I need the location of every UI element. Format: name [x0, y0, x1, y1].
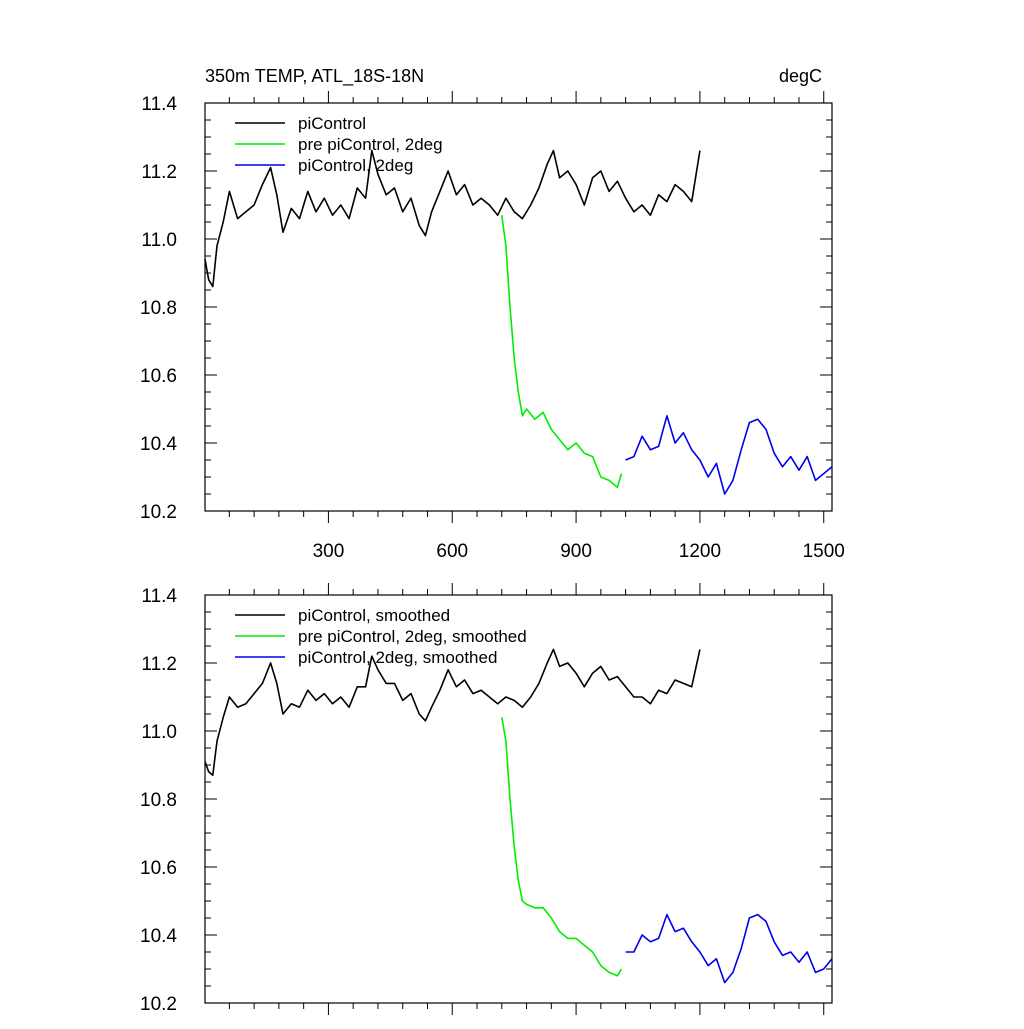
y-tick-label: 11.2 [141, 162, 177, 183]
legend-label-2: pre piControl, 2deg, smoothed [298, 627, 527, 646]
series-line-1 [204, 648, 701, 776]
y-tick-label: 10.4 [140, 926, 177, 947]
y-tick-label: 10.6 [140, 366, 177, 387]
series-line-3 [625, 913, 833, 984]
y-tick-label: 10.8 [140, 298, 177, 319]
legend-label-3: piControl, 2deg [298, 156, 413, 175]
x-tick-label: 1200 [679, 541, 721, 562]
y-tick-label: 11.4 [141, 586, 177, 607]
legend-label-2: pre piControl, 2deg [298, 135, 443, 154]
legend-label-1: piControl, smoothed [298, 606, 450, 625]
x-tick-label: 300 [313, 541, 345, 562]
y-tick-label: 10.4 [140, 434, 177, 455]
x-tick-label: 900 [560, 541, 592, 562]
plot-panel-1: piControl pre piControl, 2deg piControl, 2… [140, 91, 845, 562]
y-tick-label: 10.2 [140, 994, 177, 1015]
units-label: degC [779, 66, 822, 86]
series-line-2 [501, 215, 623, 488]
y-tick-label: 11.0 [141, 230, 177, 251]
series-line-3 [625, 415, 833, 495]
series-line-2 [501, 717, 623, 977]
legend-label-1: piControl [298, 114, 366, 133]
plot-panel-2: piControl, smoothed pre piControl, 2deg, … [140, 583, 833, 1015]
y-tick-label: 11.0 [141, 722, 177, 743]
x-tick-label: 1500 [803, 541, 845, 562]
x-tick-label: 600 [436, 541, 468, 562]
y-tick-label: 10.8 [140, 790, 177, 811]
series-line-1 [204, 149, 701, 288]
y-tick-label: 10.6 [140, 858, 177, 879]
y-tick-label: 11.2 [141, 654, 177, 675]
y-tick-label: 11.4 [141, 94, 177, 115]
legend-label-3: piControl, 2deg, smoothed [298, 648, 497, 667]
chart-title: 350m TEMP, ATL_18S-18N [205, 66, 424, 87]
y-tick-label: 10.2 [140, 502, 177, 523]
